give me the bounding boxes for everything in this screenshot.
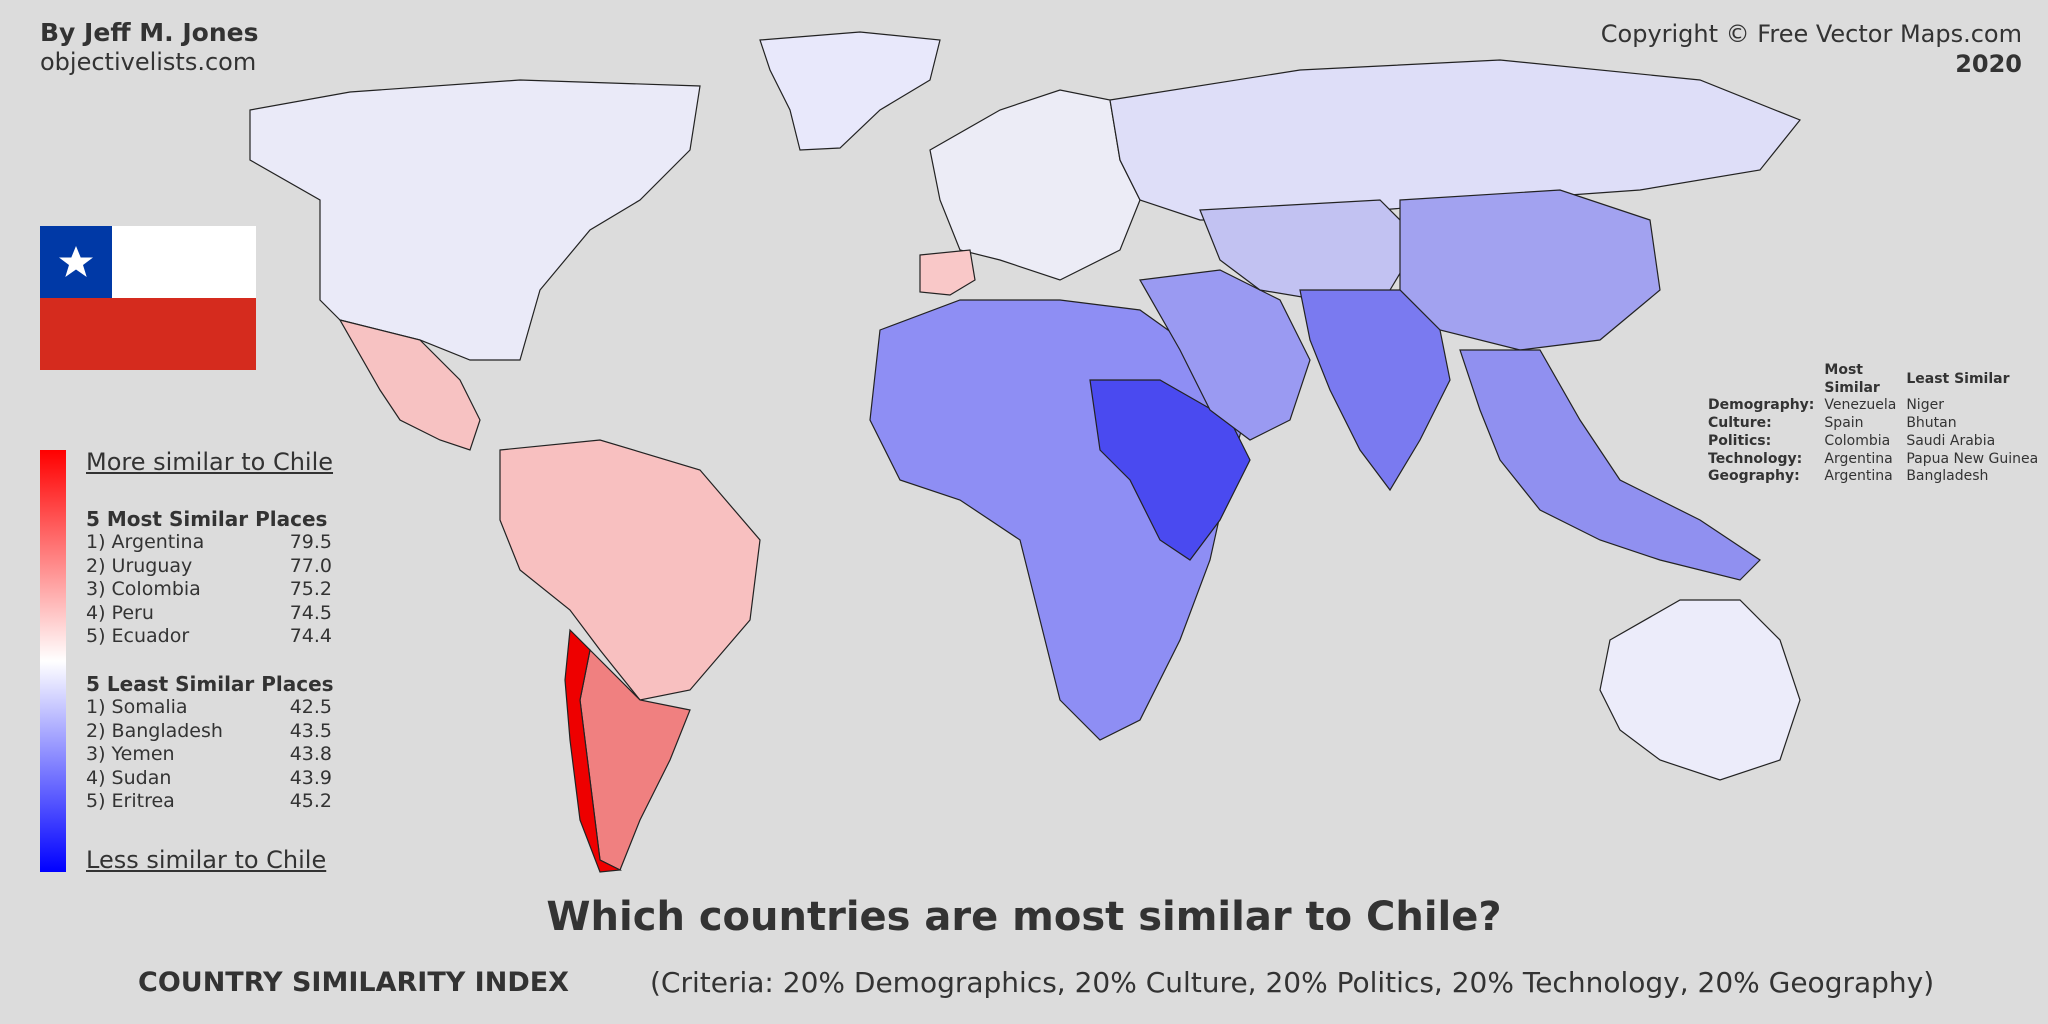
least-similar-item: 5) Eritrea 45.2 — [86, 790, 332, 814]
most-similar-list: 1) Argentina 79.5 2) Uruguay 77.0 3) Colom… — [86, 531, 332, 649]
place-score: 43.9 — [289, 766, 332, 789]
most-similar-item: 4) Peru 74.5 — [86, 602, 332, 626]
most-similar-item: 5) Ecuador 74.4 — [86, 625, 332, 649]
map-region-chile — [564, 628, 623, 873]
map-region-greenland — [759, 31, 941, 151]
table-row: Geography: Argentina Bangladesh — [1708, 468, 2048, 486]
chile-flag-icon — [40, 226, 256, 370]
place-name: 3) Yemen — [86, 743, 175, 766]
map-region-mexico-central-america — [338, 319, 481, 451]
most-similar-item: 2) Uruguay 77.0 — [86, 555, 332, 579]
least-similar-list: 1) Somalia 42.5 2) Bangladesh 43.5 3) Yeme… — [86, 696, 332, 814]
criterion-label: Demography: — [1708, 397, 1815, 414]
place-score: 79.5 — [289, 531, 332, 553]
place-score: 42.5 — [289, 696, 332, 718]
place-score: 43.8 — [289, 743, 332, 766]
criterion-label: Geography: — [1708, 468, 1800, 485]
place-score: 77.0 — [289, 554, 332, 577]
least-similar-item: 3) Yemen 43.8 — [86, 743, 332, 767]
place-name: 4) Sudan — [86, 766, 172, 789]
most-similar-value: Venezuela — [1824, 397, 1897, 414]
place-name: 1) Somalia — [86, 696, 188, 718]
most-similar-item: 3) Colombia 75.2 — [86, 578, 332, 602]
map-region-north-america — [249, 79, 701, 361]
category-similarity-table: Most Similar Least Similar Demography: V… — [1708, 362, 2048, 486]
page-title: Which countries are most similar to Chil… — [546, 894, 1502, 940]
table-row: Politics: Colombia Saudi Arabia — [1708, 433, 2048, 451]
place-name: 4) Peru — [86, 601, 154, 624]
criterion-label: Culture: — [1708, 415, 1772, 432]
least-similar-value: Bhutan — [1906, 415, 1957, 432]
table-header-row: Most Similar Least Similar — [1708, 362, 2048, 397]
map-region-horn-of-africa — [1089, 379, 1251, 561]
table-header-blank — [1708, 362, 1824, 397]
least-similar-item: 1) Somalia 42.5 — [86, 696, 332, 720]
map-region-europe — [929, 89, 1141, 281]
place-score: 75.2 — [289, 578, 332, 601]
site-name: objectivelists.com — [40, 48, 257, 76]
least-similar-value: Papua New Guinea — [1906, 450, 2039, 467]
table-header-most: Most Similar — [1824, 362, 1880, 396]
index-label: COUNTRY SIMILARITY INDEX — [138, 967, 569, 998]
table-header-least: Least Similar — [1906, 370, 2010, 387]
table-row: Culture: Spain Bhutan — [1708, 415, 2048, 433]
place-score: 43.5 — [289, 719, 332, 742]
place-name: 3) Colombia — [86, 578, 201, 601]
map-region-australia — [1599, 599, 1801, 781]
criteria-note: (Criteria: 20% Demographics, 20% Culture… — [650, 966, 1935, 999]
map-region-southeast-asia — [1459, 349, 1761, 581]
least-similar-value: Bangladesh — [1906, 468, 1989, 485]
map-region-china — [1399, 189, 1661, 351]
copyright-text: Copyright © Free Vector Maps.com — [1600, 20, 2022, 48]
place-name: 2) Uruguay — [86, 554, 193, 577]
least-similar-heading: 5 Least Similar Places — [86, 672, 334, 696]
criterion-label: Technology: — [1708, 450, 1803, 467]
criterion-label: Politics: — [1708, 432, 1772, 449]
most-similar-value: Argentina — [1824, 450, 1893, 467]
most-similar-item: 1) Argentina 79.5 — [86, 531, 332, 555]
place-score: 45.2 — [289, 790, 332, 813]
map-region-middle-east — [1139, 269, 1311, 441]
most-similar-heading: 5 Most Similar Places — [86, 507, 328, 531]
most-similar-value: Spain — [1824, 415, 1864, 432]
map-region-south-america-north — [499, 439, 761, 701]
place-name: 1) Argentina — [86, 531, 205, 553]
place-score: 74.5 — [289, 601, 332, 624]
legend-less-similar-label: Less similar to Chile — [86, 846, 327, 874]
place-name: 5) Eritrea — [86, 790, 175, 813]
least-similar-item: 4) Sudan 43.9 — [86, 767, 332, 791]
legend-more-similar-label: More similar to Chile — [86, 448, 334, 476]
map-region-spain — [919, 249, 976, 296]
similarity-color-scale — [40, 450, 66, 872]
least-similar-value: Niger — [1906, 397, 1944, 414]
least-similar-value: Saudi Arabia — [1906, 432, 1996, 449]
most-similar-value: Colombia — [1824, 432, 1891, 449]
most-similar-value: Argentina — [1824, 468, 1893, 485]
least-similar-item: 2) Bangladesh 43.5 — [86, 720, 332, 744]
place-name: 5) Ecuador — [86, 625, 190, 648]
table-row: Technology: Argentina Papua New Guinea — [1708, 451, 2048, 469]
place-score: 74.4 — [289, 625, 332, 648]
author-name: By Jeff M. Jones — [40, 18, 259, 47]
map-region-south-asia — [1299, 289, 1451, 492]
table-row: Demography: Venezuela Niger — [1708, 397, 2048, 415]
place-name: 2) Bangladesh — [86, 719, 223, 742]
year-text: 2020 — [1955, 50, 2022, 78]
